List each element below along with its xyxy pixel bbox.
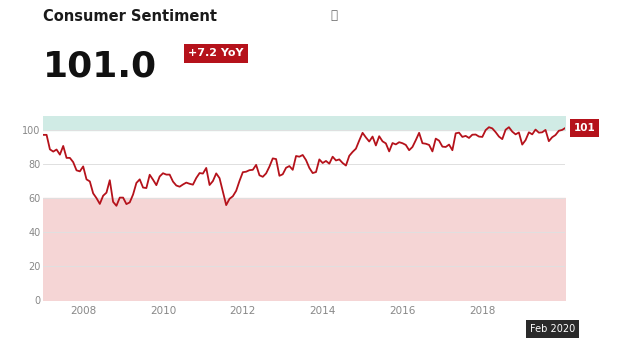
Text: 101.0: 101.0 xyxy=(43,49,158,84)
Text: +7.2 YoY: +7.2 YoY xyxy=(188,48,244,58)
Text: 101: 101 xyxy=(574,123,596,133)
Text: ⓘ: ⓘ xyxy=(331,9,337,21)
Text: Feb 2020: Feb 2020 xyxy=(530,324,575,334)
Text: Consumer Sentiment: Consumer Sentiment xyxy=(43,9,218,24)
